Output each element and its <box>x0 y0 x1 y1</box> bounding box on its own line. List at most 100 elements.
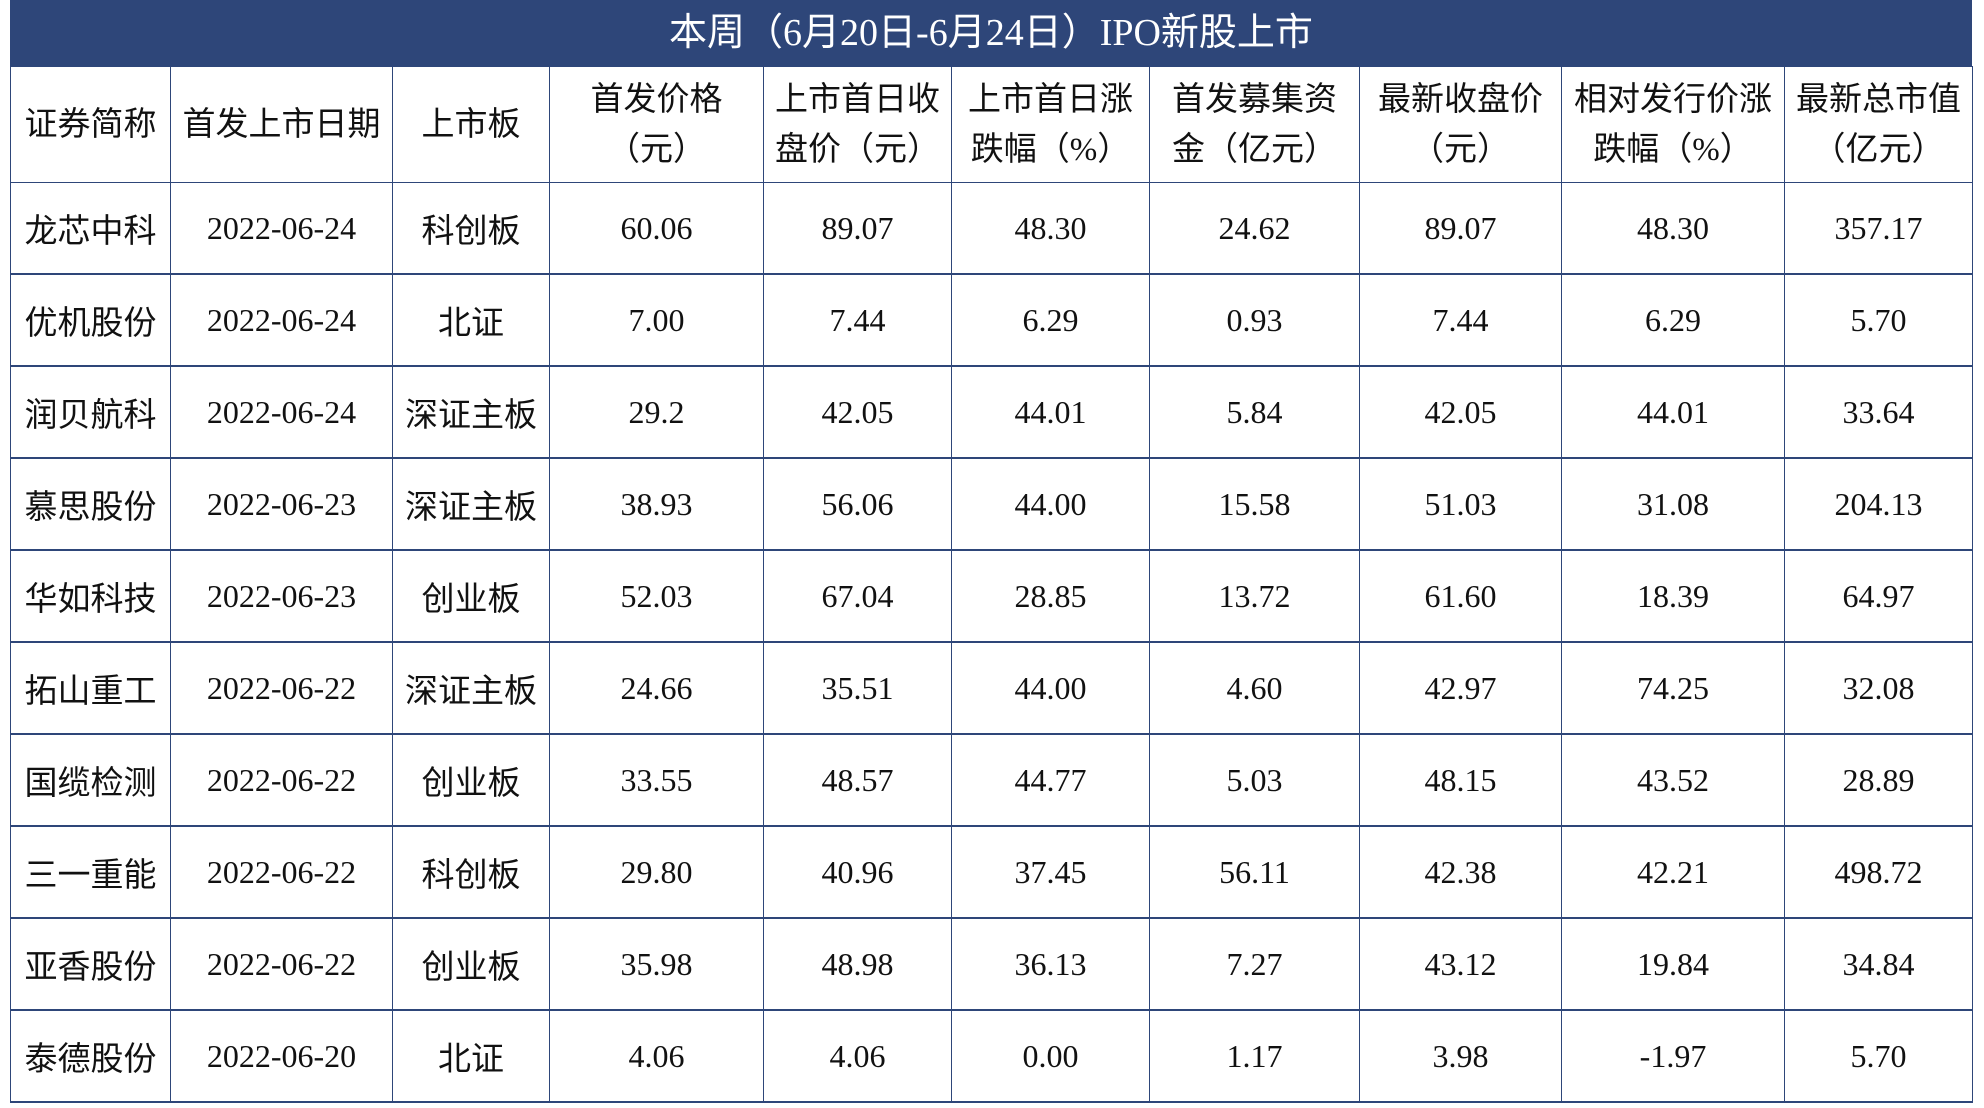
table-cell: 32.08 <box>1784 641 1973 735</box>
security-name-cell: 亚香股份 <box>10 917 171 1011</box>
table-cell: 4.60 <box>1149 641 1360 735</box>
table-row: 龙芯中科 2022-06-24 科创板 60.06 89.07 48.30 24.62 89.… <box>10 182 1973 275</box>
table-cell: 5.70 <box>1784 1009 1973 1103</box>
table-cell: 24.62 <box>1149 182 1360 275</box>
table-cell: 2022-06-20 <box>170 1009 393 1103</box>
column-header-label: 相对发行价涨跌幅（%） <box>1574 81 1772 168</box>
table-cell: 36.13 <box>951 917 1150 1011</box>
security-name-cell: 优机股份 <box>10 273 171 367</box>
table-cell: 56.06 <box>763 457 952 551</box>
table-cell: 6.29 <box>951 273 1150 367</box>
table-cell: 4.06 <box>763 1009 952 1103</box>
table-row: 亚香股份 2022-06-22 创业板 35.98 48.98 36.13 7.27 43.1… <box>10 917 1973 1011</box>
table-cell: 7.00 <box>549 273 764 367</box>
table-cell: 48.57 <box>763 733 952 827</box>
column-header: 上市首日收盘价（元） <box>763 66 952 183</box>
table-cell: 3.98 <box>1359 1009 1562 1103</box>
security-name-cell: 华如科技 <box>10 549 171 643</box>
table-cell: 37.45 <box>951 825 1150 919</box>
table-cell: 48.30 <box>1561 182 1785 275</box>
table-cell: 深证主板 <box>392 641 550 735</box>
table-cell: 42.97 <box>1359 641 1562 735</box>
column-header-label: 上市板 <box>421 106 521 143</box>
table-cell: 42.38 <box>1359 825 1562 919</box>
table-cell: 7.44 <box>1359 273 1562 367</box>
table-cell: 1.17 <box>1149 1009 1360 1103</box>
table-cell: 2022-06-24 <box>170 273 393 367</box>
table-cell: 34.84 <box>1784 917 1973 1011</box>
table-cell: 33.64 <box>1784 365 1973 459</box>
column-header-label: 首发募集资金（亿元） <box>1172 81 1337 168</box>
table-cell: 51.03 <box>1359 457 1562 551</box>
column-header: 最新总市值（亿元） <box>1784 66 1973 183</box>
table-cell: 52.03 <box>549 549 764 643</box>
table-row: 三一重能 2022-06-22 科创板 29.80 40.96 37.45 56.11 42.… <box>10 825 1973 919</box>
table-row: 华如科技 2022-06-23 创业板 52.03 67.04 28.85 13.72 61.… <box>10 549 1973 643</box>
header-row: 证券简称 首发上市日期 上市板 首发价格（元） 上市首日收盘价（元） 上市首日涨跌幅（%）… <box>10 66 1973 183</box>
column-header: 相对发行价涨跌幅（%） <box>1561 66 1785 183</box>
table-cell: 56.11 <box>1149 825 1360 919</box>
column-header-label: 证券简称 <box>24 106 157 143</box>
table-cell: 7.44 <box>763 273 952 367</box>
table-cell: 33.55 <box>549 733 764 827</box>
column-header-label: 首发上市日期 <box>182 106 381 143</box>
table-cell: 18.39 <box>1561 549 1785 643</box>
column-header: 证券简称 <box>10 66 171 183</box>
table-cell: 60.06 <box>549 182 764 275</box>
column-header: 上市板 <box>392 66 550 183</box>
table-cell: 科创板 <box>392 182 550 275</box>
table-cell: -1.97 <box>1561 1009 1785 1103</box>
table-row: 慕思股份 2022-06-23 深证主板 38.93 56.06 44.00 15.58 51… <box>10 457 1973 551</box>
table-cell: 深证主板 <box>392 365 550 459</box>
table-cell: 31.08 <box>1561 457 1785 551</box>
table-cell: 64.97 <box>1784 549 1973 643</box>
table-cell: 44.00 <box>951 641 1150 735</box>
table-cell: 74.25 <box>1561 641 1785 735</box>
column-header-label: 上市首日收盘价（元） <box>775 81 940 168</box>
ipo-table-panel: 本周（6月20日-6月24日）IPO新股上市 证券简称 首发上市日期 上市板 首发价格… <box>10 0 1973 1103</box>
table-cell: 29.2 <box>549 365 764 459</box>
table-cell: 44.77 <box>951 733 1150 827</box>
table-cell: 48.15 <box>1359 733 1562 827</box>
table-cell: 43.52 <box>1561 733 1785 827</box>
table-row: 拓山重工 2022-06-22 深证主板 24.66 35.51 44.00 4.60 42.… <box>10 641 1973 735</box>
table-cell: 204.13 <box>1784 457 1973 551</box>
table-cell: 35.51 <box>763 641 952 735</box>
table-cell: 北证 <box>392 1009 550 1103</box>
security-name-cell: 龙芯中科 <box>10 182 171 275</box>
table-cell: 29.80 <box>549 825 764 919</box>
table-cell: 北证 <box>392 273 550 367</box>
column-header-label: 上市首日涨跌幅（%） <box>968 81 1133 168</box>
security-name-cell: 慕思股份 <box>10 457 171 551</box>
table-cell: 67.04 <box>763 549 952 643</box>
security-name-cell: 国缆检测 <box>10 733 171 827</box>
column-header-label: 最新收盘价（元） <box>1378 81 1543 168</box>
table-row: 优机股份 2022-06-24 北证 7.00 7.44 6.29 0.93 7.44 6.29… <box>10 273 1973 367</box>
column-header: 首发价格（元） <box>549 66 764 183</box>
table-cell: 24.66 <box>549 641 764 735</box>
table-cell: 2022-06-23 <box>170 457 393 551</box>
table-cell: 创业板 <box>392 549 550 643</box>
column-header: 首发募集资金（亿元） <box>1149 66 1360 183</box>
table-cell: 42.21 <box>1561 825 1785 919</box>
table-cell: 44.00 <box>951 457 1150 551</box>
column-header: 最新收盘价（元） <box>1359 66 1562 183</box>
table-cell: 深证主板 <box>392 457 550 551</box>
table-cell: 61.60 <box>1359 549 1562 643</box>
table-cell: 15.58 <box>1149 457 1360 551</box>
table-cell: 28.89 <box>1784 733 1973 827</box>
table-cell: 48.30 <box>951 182 1150 275</box>
table-cell: 7.27 <box>1149 917 1360 1011</box>
table-cell: 2022-06-23 <box>170 549 393 643</box>
table-cell: 科创板 <box>392 825 550 919</box>
table-cell: 2022-06-22 <box>170 917 393 1011</box>
table-cell: 创业板 <box>392 917 550 1011</box>
table-cell: 42.05 <box>763 365 952 459</box>
table-cell: 44.01 <box>1561 365 1785 459</box>
table-cell: 0.93 <box>1149 273 1360 367</box>
table-row: 泰德股份 2022-06-20 北证 4.06 4.06 0.00 1.17 3.98 -1.9… <box>10 1009 1973 1103</box>
table-cell: 5.70 <box>1784 273 1973 367</box>
table-title: 本周（6月20日-6月24日）IPO新股上市 <box>10 0 1972 66</box>
security-name-cell: 润贝航科 <box>10 365 171 459</box>
table-cell: 28.85 <box>951 549 1150 643</box>
